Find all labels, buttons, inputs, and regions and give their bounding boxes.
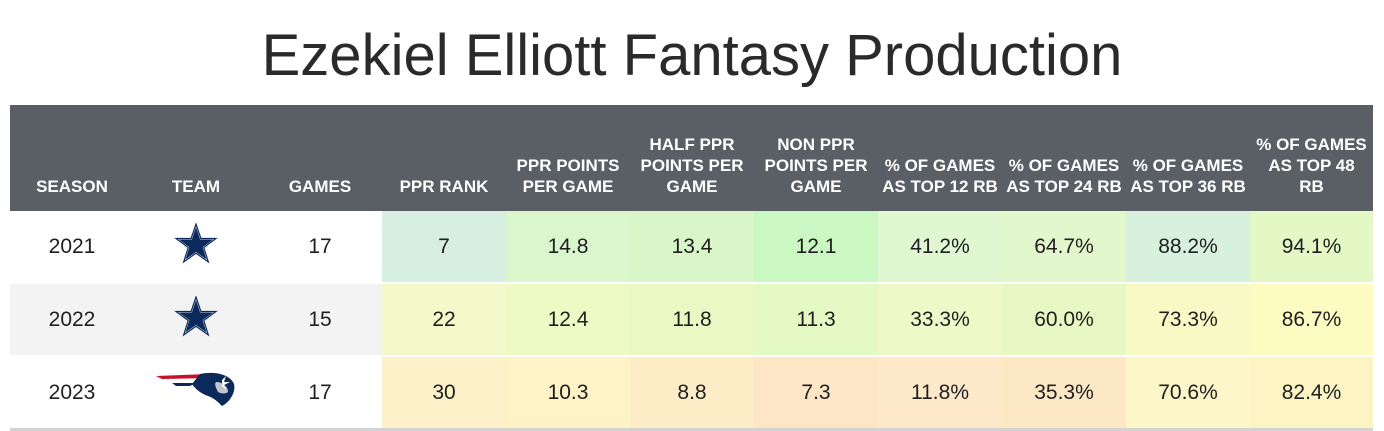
season-cell: 2022 [10,283,134,357]
header-cell: TEAM [134,105,258,211]
stat-cell: 64.7% [1002,211,1126,284]
team-cell [134,356,258,431]
production-table: SEASON TEAM GAMES PPR RANK PPR POINTS PE… [10,105,1373,431]
header-cell: GAMES [258,105,382,211]
header-row: SEASON TEAM GAMES PPR RANK PPR POINTS PE… [10,105,1373,211]
header-cell: PPR POINTS PER GAME [506,105,630,211]
header-cell: % OF GAMES AS TOP 48 RB [1250,105,1373,211]
stat-cell: 82.4% [1250,356,1373,431]
header-cell: NON PPR POINTS PER GAME [754,105,878,211]
stat-cell: 60.0% [1002,283,1126,357]
stat-cell: 12.4 [506,283,630,357]
stat-cell: 35.3% [1002,356,1126,431]
stat-cell: 22 [382,283,506,357]
stat-cell: 73.3% [1126,283,1250,357]
season-cell: 2021 [10,211,134,284]
table-row: 2022 15 22 12.4 11.8 11.3 33.3% 60.0% 73.3% 86.7% [10,283,1373,357]
header-cell: HALF PPR POINTS PER GAME [630,105,754,211]
stat-cell: 14.8 [506,211,630,284]
patriots-logo-icon [156,372,236,414]
stat-cell: 11.8 [630,283,754,357]
games-cell: 17 [258,356,382,431]
stat-cell: 11.8% [878,356,1002,431]
team-cell [134,283,258,357]
header-cell: PPR RANK [382,105,506,211]
season-cell: 2023 [10,356,134,431]
stat-cell: 7 [382,211,506,284]
stat-cell: 13.4 [630,211,754,284]
stat-cell: 94.1% [1250,211,1373,284]
stat-cell: 41.2% [878,211,1002,284]
header-cell: % OF GAMES AS TOP 36 RB [1126,105,1250,211]
stat-cell: 70.6% [1126,356,1250,431]
header-cell: SEASON [10,105,134,211]
table-row: 2021 17 7 14.8 13.4 12.1 41.2% 64.7% 88.2% 94.1% [10,211,1373,284]
stat-cell: 8.8 [630,356,754,431]
stat-cell: 33.3% [878,283,1002,357]
stat-cell: 7.3 [754,356,878,431]
stat-cell: 86.7% [1250,283,1373,357]
stat-cell: 88.2% [1126,211,1250,284]
cowboys-star-icon [174,294,218,344]
header-cell: % OF GAMES AS TOP 12 RB [878,105,1002,211]
games-cell: 17 [258,211,382,284]
header-cell: % OF GAMES AS TOP 24 RB [1002,105,1126,211]
table-row: 2023 17 30 10.3 8.8 7.3 11.8% 35.3% 70.6% 82.4% [10,356,1373,431]
games-cell: 15 [258,283,382,357]
chart-title: Ezekiel Elliott Fantasy Production [261,23,1123,88]
stat-cell: 10.3 [506,356,630,431]
stat-cell: 30 [382,356,506,431]
team-cell [134,211,258,284]
stat-cell: 12.1 [754,211,878,284]
stat-cell: 11.3 [754,283,878,357]
cowboys-star-icon [174,221,218,271]
